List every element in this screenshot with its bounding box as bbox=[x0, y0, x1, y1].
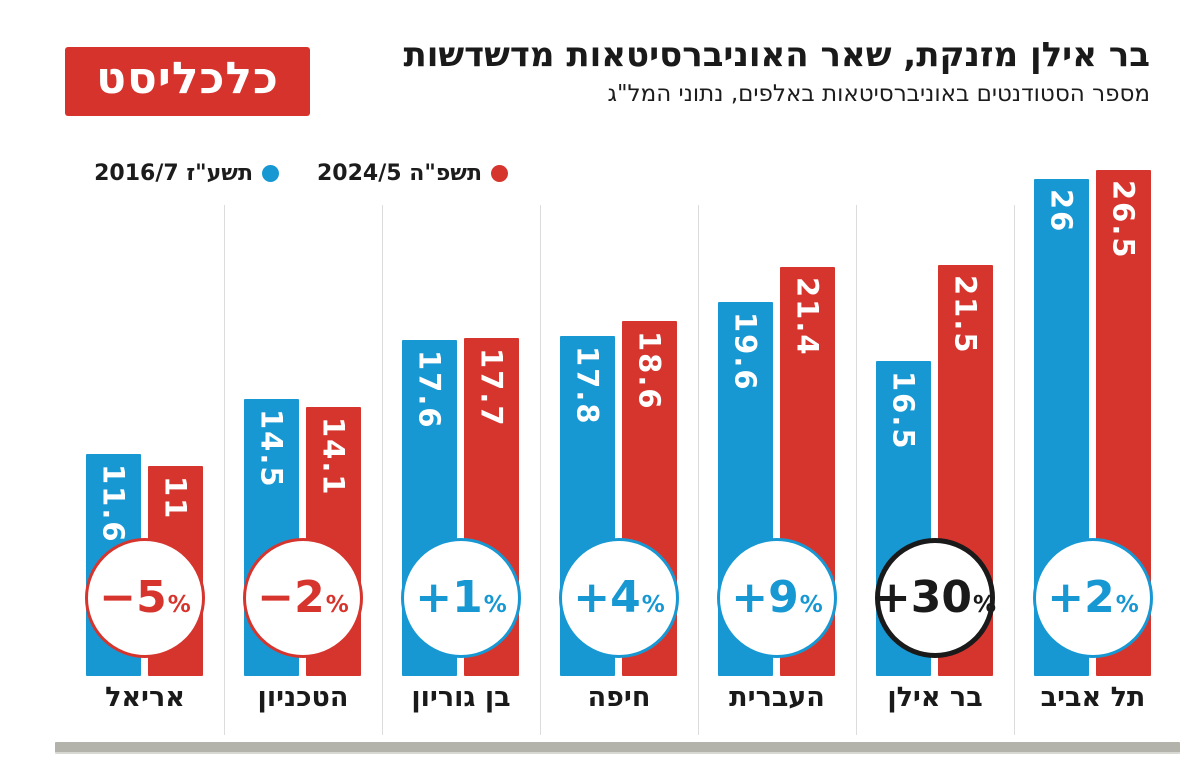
change-badge: +4% bbox=[559, 538, 679, 658]
category-label: חיפה bbox=[587, 682, 651, 713]
legend-label-2024: תשפ"ה 2024/5 bbox=[317, 160, 482, 186]
bar-value-2024: 11 bbox=[158, 476, 193, 521]
column-divider bbox=[382, 205, 383, 735]
category-label: בן גוריון bbox=[411, 682, 511, 713]
percent-sign: % bbox=[973, 591, 997, 618]
chart-column-6: 16.5 21.5 +30% בר אילן bbox=[856, 150, 1014, 761]
bar-value-2016: 19.6 bbox=[728, 312, 763, 392]
bar-value-2024: 18.6 bbox=[632, 331, 667, 411]
change-value: +1 bbox=[415, 572, 483, 623]
column-divider bbox=[540, 205, 541, 735]
legend: תשפ"ה 2024/5 תשע"ז 2016/7 bbox=[66, 158, 508, 188]
category-label: תל אביב bbox=[1040, 682, 1146, 713]
chart-baseline-strip bbox=[55, 742, 1180, 754]
calcalist-logo-text: כלכליסט bbox=[96, 52, 279, 104]
bar-value-2016: 16.5 bbox=[886, 371, 921, 451]
legend-item-2024: תשפ"ה 2024/5 bbox=[317, 161, 508, 186]
chart-column-7: 26 26.5 +2% תל אביב bbox=[1014, 150, 1172, 761]
category-label: הטכניון bbox=[257, 682, 349, 713]
bar-value-2024: 21.4 bbox=[790, 277, 825, 357]
change-badge: −2% bbox=[243, 538, 363, 658]
change-value: −2 bbox=[257, 572, 325, 623]
percent-sign: % bbox=[483, 591, 507, 618]
category-label: אריאל bbox=[105, 682, 185, 713]
change-value: −5 bbox=[99, 572, 167, 623]
bar-value-2016: 17.6 bbox=[412, 350, 447, 430]
column-divider bbox=[224, 205, 225, 735]
chart-column-3: 17.6 17.7 +1% בן גוריון bbox=[382, 150, 540, 761]
column-divider bbox=[856, 205, 857, 735]
column-divider bbox=[1014, 205, 1015, 735]
header: בר אילן מזנקת, שאר האוניברסיטאות מדשדשות… bbox=[403, 35, 1150, 108]
change-badge: +30% bbox=[873, 538, 997, 658]
chart-subtitle: מספר הסטודנטים באוניברסיטאות באלפים, נתו… bbox=[607, 81, 1150, 108]
bar-chart: 11.6 11 −5% אריאל 14.5 14.1 −2% הטכניון 17.6 17.7… bbox=[66, 150, 1172, 761]
bar-value-2016: 26 bbox=[1044, 189, 1079, 234]
change-value: +9 bbox=[731, 572, 799, 623]
change-badge: +1% bbox=[401, 538, 521, 658]
percent-sign: % bbox=[1115, 591, 1139, 618]
bar-value-2016: 17.8 bbox=[570, 346, 605, 426]
bar-value-2024: 14.1 bbox=[316, 417, 351, 497]
change-value: +2 bbox=[1047, 572, 1115, 623]
chart-column-5: 19.6 21.4 +9% העברית bbox=[698, 150, 856, 761]
percent-sign: % bbox=[325, 591, 349, 618]
column-divider bbox=[698, 205, 699, 735]
legend-label-2016: תשע"ז 2016/7 bbox=[94, 160, 253, 186]
chart-column-4: 17.8 18.6 +4% חיפה bbox=[540, 150, 698, 761]
chart-column-1: 11.6 11 −5% אריאל bbox=[66, 150, 224, 761]
chart-title: בר אילן מזנקת, שאר האוניברסיטאות מדשדשות bbox=[403, 35, 1150, 75]
percent-sign: % bbox=[799, 591, 823, 618]
bar-value-2016: 11.6 bbox=[96, 464, 131, 544]
bar-value-2016: 14.5 bbox=[254, 409, 289, 489]
change-badge: +2% bbox=[1033, 538, 1153, 658]
change-value: +30 bbox=[873, 572, 973, 623]
percent-sign: % bbox=[641, 591, 665, 618]
percent-sign: % bbox=[167, 591, 191, 618]
bar-value-2024: 21.5 bbox=[948, 275, 983, 355]
bar-value-2024: 17.7 bbox=[474, 348, 509, 428]
change-value: +4 bbox=[573, 572, 641, 623]
change-badge: +9% bbox=[717, 538, 837, 658]
legend-item-2016: תשע"ז 2016/7 bbox=[94, 161, 279, 186]
category-label: בר אילן bbox=[887, 682, 983, 713]
calcalist-logo: כלכליסט bbox=[65, 47, 310, 116]
legend-dot-red-icon bbox=[491, 164, 508, 182]
bar-value-2024: 26.5 bbox=[1106, 180, 1141, 260]
chart-column-2: 14.5 14.1 −2% הטכניון bbox=[224, 150, 382, 761]
legend-dot-blue-icon bbox=[262, 164, 279, 182]
change-badge: −5% bbox=[85, 538, 205, 658]
category-label: העברית bbox=[729, 682, 825, 713]
